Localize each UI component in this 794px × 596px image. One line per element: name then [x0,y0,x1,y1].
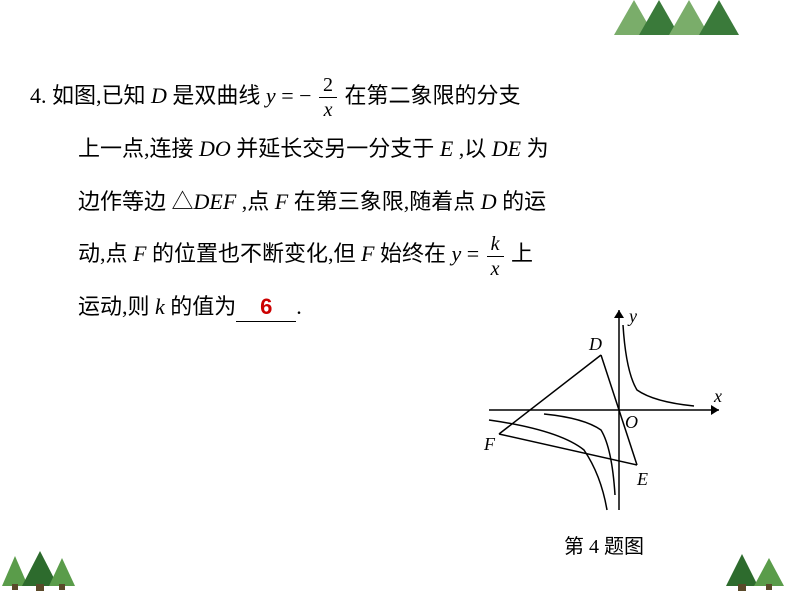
question-line-1: 4. 如图,已知 D 是双曲线 y = − 2x 在第二象限的分支 [30,70,764,123]
top-decorations [614,0,754,45]
label-y: y [627,306,637,326]
answer-blank: 6 [236,294,296,321]
triangles-top [614,0,754,45]
trees-right [724,546,794,591]
label-x: x [713,386,722,406]
coordinate-figure: y x D O F E [474,300,734,520]
fraction-1: 2x [319,75,337,120]
bottom-left-decorations [0,546,80,596]
label-F: F [483,434,496,454]
label-E: E [636,469,648,489]
answer-value: 6 [260,294,272,319]
trees-left [0,546,80,591]
figure-caption: 第 4 题图 [474,530,734,559]
figure-container: y x D O F E 第 4 题图 [474,300,734,570]
bottom-right-decorations [724,546,794,596]
question-line-3: 边作等边 △DEF ,点 F 在第三象限,随着点 D 的运 [30,176,764,229]
question-content: 4. 如图,已知 D 是双曲线 y = − 2x 在第二象限的分支 上一点,连接… [30,70,764,334]
question-line-2: 上一点,连接 DO 并延长交另一分支于 E ,以 DE 为 [30,123,764,176]
label-O: O [625,412,638,432]
question-line-4: 动,点 F 的位置也不断变化,但 F 始终在 y = kx 上 [30,228,764,281]
label-D: D [588,334,602,354]
fraction-2: kx [487,234,504,279]
question-number: 4. [30,83,47,108]
